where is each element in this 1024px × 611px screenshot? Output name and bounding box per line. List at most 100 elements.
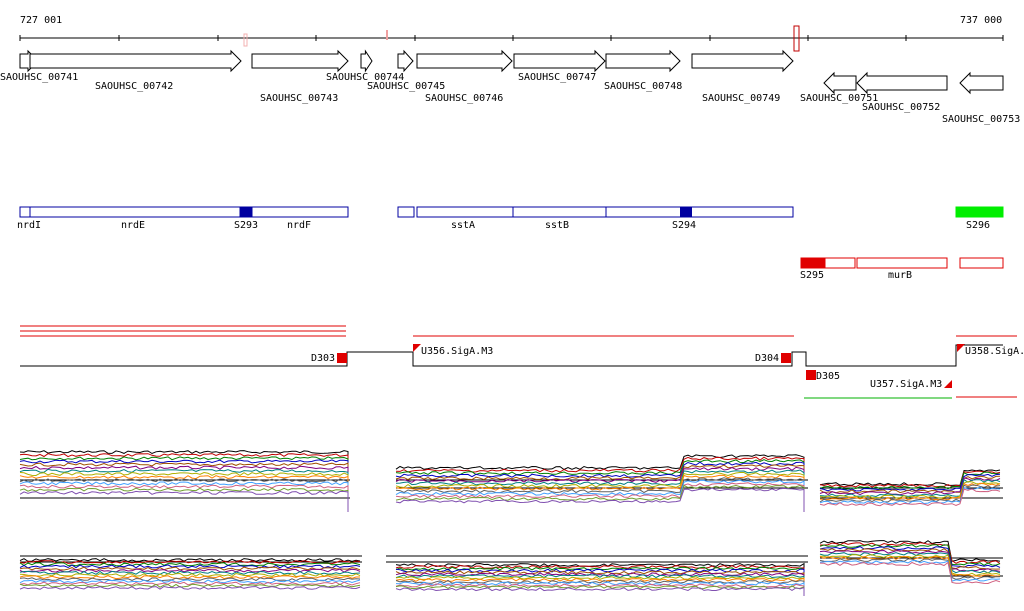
gene-arrow[interactable]	[416, 49, 513, 73]
expression-line	[395, 579, 805, 590]
feature-box[interactable]	[29, 206, 241, 218]
segment-D304[interactable]: D304	[755, 353, 791, 364]
expression-line	[19, 577, 361, 582]
feature-label: sstB	[545, 220, 569, 231]
segment-label: U356.SigA.M3	[421, 346, 493, 357]
expression-line	[19, 570, 361, 575]
expression-line	[819, 469, 1001, 486]
segment-U356.SigA.M3[interactable]: U356.SigA.M3	[413, 344, 493, 357]
feature-box[interactable]	[512, 206, 607, 218]
feature-box[interactable]	[605, 206, 794, 218]
gene-arrow[interactable]	[397, 49, 414, 73]
gene-arrow[interactable]	[360, 49, 373, 73]
gene-arrow[interactable]	[513, 49, 606, 73]
gene-SAOUHSC_00746[interactable]: SAOUHSC_00746	[416, 49, 513, 104]
feature-label: S293	[234, 220, 258, 231]
feature-murB[interactable]: murB	[856, 257, 948, 281]
segment-block[interactable]	[781, 353, 791, 363]
expression-line	[819, 559, 1001, 582]
expression-line	[19, 583, 361, 588]
gene-label: SAOUHSC_00747	[518, 72, 596, 83]
expression-line	[395, 472, 805, 512]
expression-line	[819, 481, 1001, 499]
expression-line	[395, 466, 805, 511]
gene-arrow[interactable]	[251, 49, 349, 73]
feature-nrdE[interactable]: nrdE	[29, 206, 241, 231]
gene-label: SAOUHSC_00743	[260, 93, 338, 104]
feature-unnamed[interactable]	[824, 257, 856, 269]
gene-SAOUHSC_00749[interactable]: SAOUHSC_00749	[691, 49, 794, 104]
gene-arrow[interactable]	[856, 71, 948, 95]
gene-arrow[interactable]	[605, 49, 681, 73]
expression-line	[819, 552, 1001, 574]
feature-box[interactable]	[19, 206, 31, 218]
start-coordinate: 727 001	[20, 15, 62, 26]
gene-arrow[interactable]	[691, 49, 794, 73]
expression-line	[395, 474, 805, 512]
feature-box[interactable]	[397, 206, 415, 218]
gene-label: SAOUHSC_00742	[95, 81, 173, 92]
gene-label: SAOUHSC_00741	[0, 72, 78, 83]
feature-box[interactable]	[251, 206, 349, 218]
expression-line	[19, 475, 349, 512]
gene-SAOUHSC_00743[interactable]: SAOUHSC_00743	[251, 49, 349, 104]
gene-arrow[interactable]	[29, 49, 242, 73]
segment-block[interactable]	[337, 353, 347, 363]
feature-unnamed[interactable]	[959, 257, 1004, 269]
segment-U357.SigA.M3[interactable]: U357.SigA.M3	[870, 379, 952, 390]
feature-box[interactable]	[416, 206, 514, 218]
feature-S294[interactable]: S294	[605, 206, 794, 231]
gene-SAOUHSC_00745[interactable]: SAOUHSC_00745	[367, 49, 445, 92]
gene-label: SAOUHSC_00745	[367, 81, 445, 92]
feature-track: nrdI nrdE S293 nrdF sstA sstB S294 S296 S295 murB	[17, 206, 1004, 281]
feature-S296[interactable]: S296	[955, 206, 1004, 231]
segment-flag[interactable]	[957, 344, 965, 352]
gene-label: SAOUHSC_00746	[425, 93, 503, 104]
expression-line	[819, 475, 1001, 494]
expression-line	[19, 581, 361, 586]
region-marker[interactable]	[793, 25, 800, 52]
gene-SAOUHSC_00751[interactable]: SAOUHSC_00751	[800, 71, 878, 104]
region-marker	[386, 30, 388, 40]
feature-label: nrdE	[121, 220, 145, 231]
gene-label: SAOUHSC_00744	[326, 72, 404, 83]
segment-block[interactable]	[806, 370, 816, 380]
feature-sstB[interactable]: sstB	[512, 206, 607, 231]
end-coordinate: 737 000	[960, 15, 1002, 26]
gene-SAOUHSC_00744[interactable]: SAOUHSC_00744	[326, 49, 404, 83]
feature-sstA[interactable]: sstA	[416, 206, 514, 231]
upper-expression-panel	[19, 450, 1003, 512]
segment-flag[interactable]	[413, 344, 421, 352]
feature-box[interactable]	[240, 206, 253, 218]
segment-D305[interactable]: D305	[806, 370, 840, 382]
expression-line	[819, 544, 1001, 566]
feature-label: S296	[966, 220, 990, 231]
gene-SAOUHSC_00753[interactable]: SAOUHSC_00753	[942, 71, 1020, 125]
gene-arrow[interactable]	[959, 71, 1004, 95]
gene-SAOUHSC_00742[interactable]: SAOUHSC_00742	[29, 49, 242, 92]
gene-SAOUHSC_00748[interactable]: SAOUHSC_00748	[604, 49, 682, 92]
feature-box[interactable]	[959, 257, 1004, 269]
expression-line	[395, 587, 805, 596]
segment-flag[interactable]	[944, 380, 952, 388]
segment-U358.SigA.[interactable]: U358.SigA.	[957, 344, 1024, 357]
axis-ticks	[19, 35, 1004, 41]
feature-box[interactable]	[856, 257, 948, 269]
feature-box[interactable]	[824, 257, 856, 269]
feature-nrdF[interactable]: nrdF	[251, 206, 349, 231]
feature-S295[interactable]: S295	[800, 257, 826, 281]
expression-line	[819, 484, 1001, 503]
gene-label: SAOUHSC_00748	[604, 81, 682, 92]
expression-line	[819, 482, 1001, 501]
feature-box[interactable]	[955, 206, 1004, 218]
gene-arrow[interactable]	[823, 71, 857, 95]
feature-label: sstA	[451, 220, 475, 231]
gene-SAOUHSC_00747[interactable]: SAOUHSC_00747	[513, 49, 606, 83]
feature-box[interactable]	[800, 257, 826, 269]
expression-line	[19, 564, 361, 569]
gene-SAOUHSC_00752[interactable]: SAOUHSC_00752	[856, 71, 948, 113]
segment-track: D303 U356.SigA.M3 D304 D305 U357.SigA.M3 U358…	[20, 325, 1024, 399]
feature-unnamed[interactable]	[397, 206, 415, 218]
segment-D303[interactable]: D303	[311, 353, 347, 364]
